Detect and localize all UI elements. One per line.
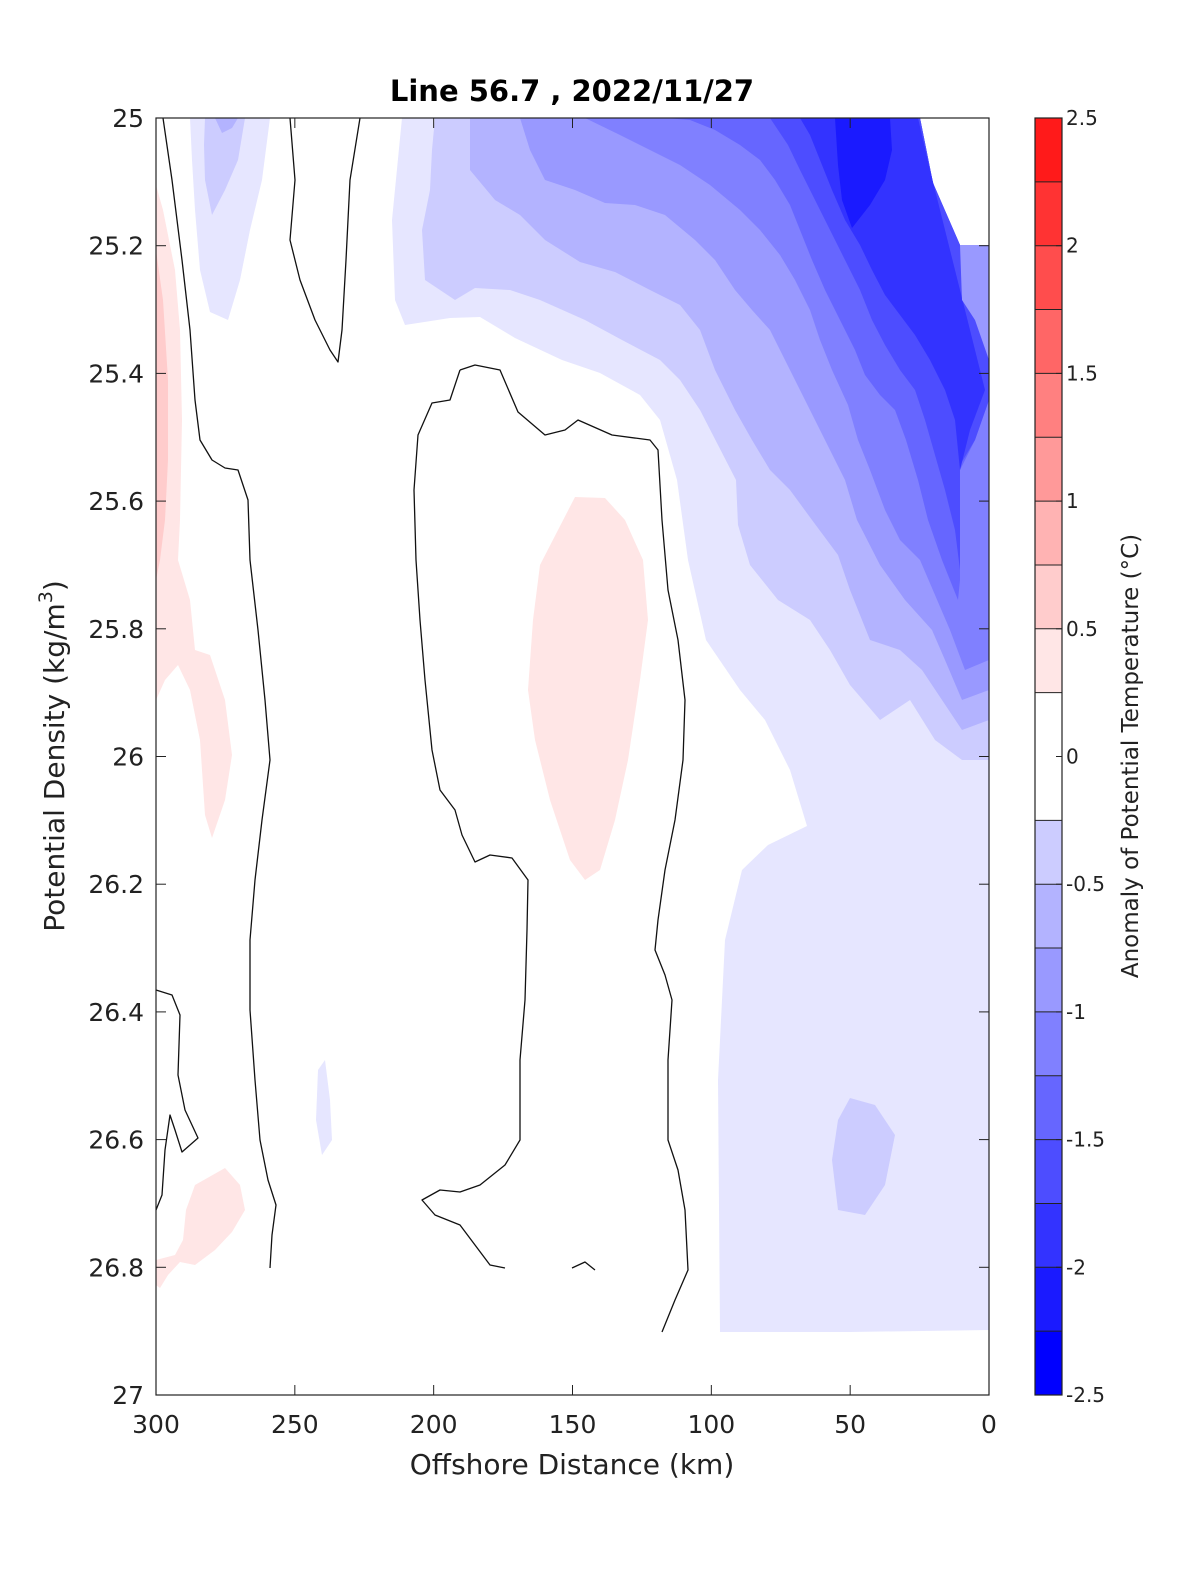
zero-contours xyxy=(155,117,689,1333)
band-neg-0.5-deep xyxy=(832,1098,895,1215)
y-axis: 25 25.2 25.4 25.6 25.8 26 26.2 26.4 26.6 26.8 27 xyxy=(88,104,989,1410)
colorbar-band xyxy=(1035,820,1062,885)
colorbar-band xyxy=(1035,181,1062,246)
plot-area xyxy=(155,117,990,1396)
zero-contour-c xyxy=(459,364,689,1333)
y-tick-label: 25.4 xyxy=(88,359,144,388)
colorbar-band xyxy=(1035,1139,1062,1204)
colorbar-band xyxy=(1035,245,1062,310)
y-axis-label-text: Potential Density (kg/m xyxy=(38,603,71,932)
band-pos-0.25-center xyxy=(528,497,648,880)
colorbar-tick-label: -1 xyxy=(1066,1000,1086,1024)
colorbar-band xyxy=(1035,1075,1062,1140)
colorbar-band xyxy=(1035,564,1062,629)
y-axis-label: Potential Density (kg/m3) xyxy=(35,580,71,932)
band-neg-0.75-patch-a xyxy=(215,118,238,133)
y-tick-label: 27 xyxy=(112,1381,144,1410)
x-axis: 300 250 200 150 100 50 0 xyxy=(132,118,997,1439)
colorbar-band xyxy=(1035,884,1062,949)
x-tick-label: 200 xyxy=(410,1410,458,1439)
y-tick-label: 25.6 xyxy=(88,487,144,516)
colorbar-tick-label: 2 xyxy=(1066,234,1079,258)
colorbar-tick-label: -1.5 xyxy=(1066,1128,1105,1152)
band-neg-0.25-sliver xyxy=(316,1060,332,1155)
colorbar-tick-label: -2 xyxy=(1066,1255,1086,1279)
y-axis-label-close: ) xyxy=(38,580,71,591)
y-tick-label: 25 xyxy=(112,104,144,133)
x-axis-label: Offshore Distance (km) xyxy=(410,1448,735,1481)
colorbar-tick-label: 1 xyxy=(1066,489,1079,513)
colorbar-band xyxy=(1035,1011,1062,1076)
band-neg-0.5-patch-a xyxy=(204,118,245,215)
zero-contour-e xyxy=(571,1261,596,1271)
zero-contour-d xyxy=(413,369,529,1269)
x-tick-label: 250 xyxy=(271,1410,319,1439)
colorbar-band xyxy=(1035,118,1062,182)
band-pos-0.25-left xyxy=(156,185,232,838)
y-tick-label: 26.2 xyxy=(88,870,144,899)
y-tick-label: 26.8 xyxy=(88,1253,144,1282)
x-tick-label: 0 xyxy=(981,1410,997,1439)
colorbar-tick-label: 0.5 xyxy=(1066,617,1098,641)
contour-fills xyxy=(156,118,989,1332)
band-pos-0.25-deep xyxy=(156,1168,245,1288)
x-tick-label: 150 xyxy=(549,1410,597,1439)
y-tick-label: 25.8 xyxy=(88,615,144,644)
colorbar-band xyxy=(1035,628,1062,693)
x-tick-label: 100 xyxy=(687,1410,735,1439)
x-tick-label: 50 xyxy=(834,1410,866,1439)
band-neg-0.5-edge xyxy=(960,245,989,360)
colorbar-band xyxy=(1035,437,1062,502)
colorbar-tick-label: 2.5 xyxy=(1066,106,1098,130)
y-axis-label-superscript: 3 xyxy=(35,591,57,603)
colorbar-tick-label: -0.5 xyxy=(1066,872,1105,896)
colorbar-band xyxy=(1035,501,1062,565)
colorbar-band xyxy=(1035,1331,1062,1395)
colorbar-label: Anomaly of Potential Temperature (°C) xyxy=(1118,534,1144,978)
colorbar-tick-label: 0 xyxy=(1066,745,1079,769)
y-tick-label: 25.2 xyxy=(88,232,144,261)
band-pos-0.5-left xyxy=(156,250,168,580)
colorbar-band xyxy=(1035,1203,1062,1268)
zero-contour-a xyxy=(162,117,277,1269)
y-tick-label: 26.4 xyxy=(88,998,144,1027)
colorbar-tick-label: 1.5 xyxy=(1066,361,1098,385)
colorbar-band xyxy=(1035,1267,1062,1332)
y-tick-label: 26.6 xyxy=(88,1126,144,1155)
zero-contour-b xyxy=(289,117,361,363)
colorbar-tick-label: -2.5 xyxy=(1066,1383,1105,1407)
colorbar-band xyxy=(1035,373,1062,438)
chart-title: Line 56.7 , 2022/11/27 xyxy=(390,74,754,108)
colorbar-band xyxy=(1035,948,1062,1012)
colorbar-band xyxy=(1035,309,1062,374)
x-tick-label: 300 xyxy=(132,1410,180,1439)
y-tick-label: 26 xyxy=(112,743,144,772)
band-neg-2.25 xyxy=(835,118,892,228)
zero-contour-f xyxy=(155,989,199,1211)
colorbar: -2.5 -2 -1.5 -1 -0.5 0 0.5 1 1.5 2 2.5 xyxy=(1034,106,1105,1407)
